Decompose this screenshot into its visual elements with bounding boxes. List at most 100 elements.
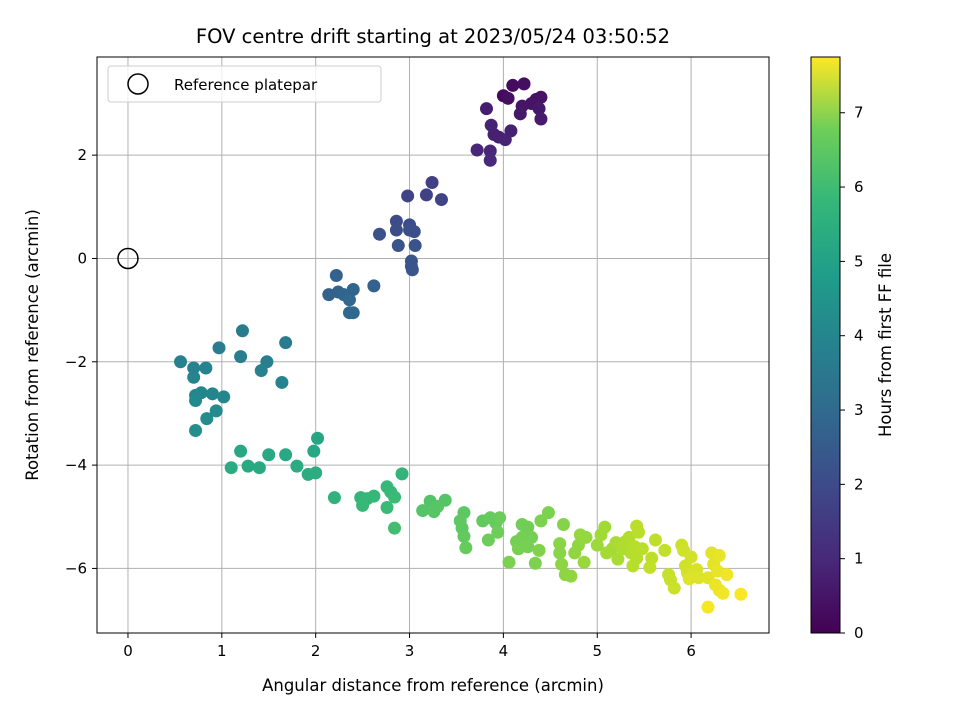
data-point: [212, 341, 226, 355]
data-point: [532, 102, 546, 116]
data-point: [590, 538, 604, 552]
data-point: [555, 557, 569, 571]
data-point: [598, 520, 612, 534]
x-axis-ticks: 0 1 2 3 4 5 6: [123, 633, 696, 660]
data-point: [391, 239, 405, 253]
data-point: [342, 293, 356, 307]
data-point: [501, 91, 515, 105]
x-tick-label: 1: [217, 642, 227, 660]
data-point: [506, 78, 520, 92]
data-point: [484, 118, 498, 132]
data-point: [504, 124, 518, 138]
data-point: [517, 77, 531, 91]
data-point: [388, 521, 402, 535]
data-point: [716, 586, 730, 600]
data-point: [479, 102, 493, 116]
data-point: [187, 361, 201, 375]
data-point: [416, 504, 430, 518]
data-point: [431, 499, 445, 513]
colorbar-tick-label: 0: [854, 624, 864, 642]
data-point: [528, 556, 542, 570]
y-tick-label: 0: [77, 249, 87, 267]
data-point: [329, 269, 343, 283]
data-point: [692, 571, 706, 585]
data-point: [643, 560, 657, 574]
plot-area-frame: [96, 56, 770, 634]
colorbar: 0 1 2 3 4 5 6 7 Hours from first FF file: [810, 56, 895, 642]
data-point: [556, 518, 570, 532]
legend-entry-label: Reference platepar: [174, 76, 318, 94]
x-tick-label: 4: [499, 642, 509, 660]
data-point: [701, 600, 715, 614]
data-point: [311, 431, 325, 445]
data-point: [532, 543, 546, 557]
legend: Reference platepar: [107, 65, 382, 103]
data-point: [275, 375, 289, 389]
data-point: [346, 306, 360, 320]
data-point: [577, 555, 591, 569]
data-point: [682, 572, 696, 586]
data-point: [217, 390, 231, 404]
data-point: [470, 143, 484, 157]
y-tick-label: −2: [65, 353, 87, 371]
colorbar-tick-label: 6: [854, 178, 864, 196]
data-point: [346, 282, 360, 296]
data-point: [553, 546, 567, 560]
colorbar-tick-label: 3: [854, 401, 864, 419]
data-point: [553, 537, 567, 551]
colorbar-tick-label: 4: [854, 327, 864, 345]
data-point: [493, 511, 507, 525]
data-point: [187, 370, 201, 384]
colorbar-tick-label: 2: [854, 475, 864, 493]
y-tick-label: 2: [77, 146, 87, 164]
data-point: [541, 506, 555, 520]
data-point: [579, 530, 593, 544]
y-tick-label: −4: [65, 456, 87, 474]
data-point: [534, 112, 548, 126]
data-point: [262, 448, 276, 462]
data-point: [307, 444, 321, 458]
data-point: [425, 176, 439, 190]
colorbar-tick-label: 5: [854, 252, 864, 270]
data-point: [419, 188, 433, 202]
data-point: [199, 361, 213, 375]
chart-title: FOV centre drift starting at 2023/05/24 …: [196, 25, 670, 48]
colorbar-tick-label: 7: [854, 104, 864, 122]
data-point: [457, 529, 471, 543]
x-tick-label: 3: [405, 642, 415, 660]
data-point: [712, 549, 726, 563]
data-point: [720, 568, 734, 582]
legend-marker-circle: [127, 73, 149, 95]
reference-marker-layer: [117, 247, 139, 270]
data-point: [630, 519, 644, 533]
data-point: [434, 193, 448, 207]
data-point: [189, 423, 203, 437]
data-point: [481, 533, 495, 547]
data-point: [405, 263, 419, 277]
x-tick-label: 6: [686, 642, 696, 660]
data-point: [684, 550, 698, 564]
x-tick-label: 5: [592, 642, 602, 660]
data-point: [401, 189, 415, 203]
data-point: [483, 144, 497, 158]
data-point: [367, 489, 381, 503]
data-point: [734, 587, 748, 601]
data-point: [388, 490, 402, 504]
data-point: [356, 498, 370, 512]
data-point: [564, 569, 578, 583]
data-point: [279, 448, 293, 462]
data-point: [513, 107, 527, 121]
data-point: [407, 225, 421, 239]
colorbar-tick-label: 1: [854, 550, 864, 568]
data-point: [209, 404, 223, 418]
data-point: [521, 520, 535, 534]
y-axis-ticks: −6 −4 −2 0 2: [65, 146, 97, 577]
colorbar-label: Hours from first FF file: [876, 253, 895, 437]
data-point: [395, 467, 409, 481]
data-point: [224, 461, 238, 475]
data-point: [205, 387, 219, 401]
data-point: [658, 543, 672, 557]
data-point: [241, 459, 255, 473]
data-point: [515, 530, 529, 544]
data-point: [648, 533, 662, 547]
